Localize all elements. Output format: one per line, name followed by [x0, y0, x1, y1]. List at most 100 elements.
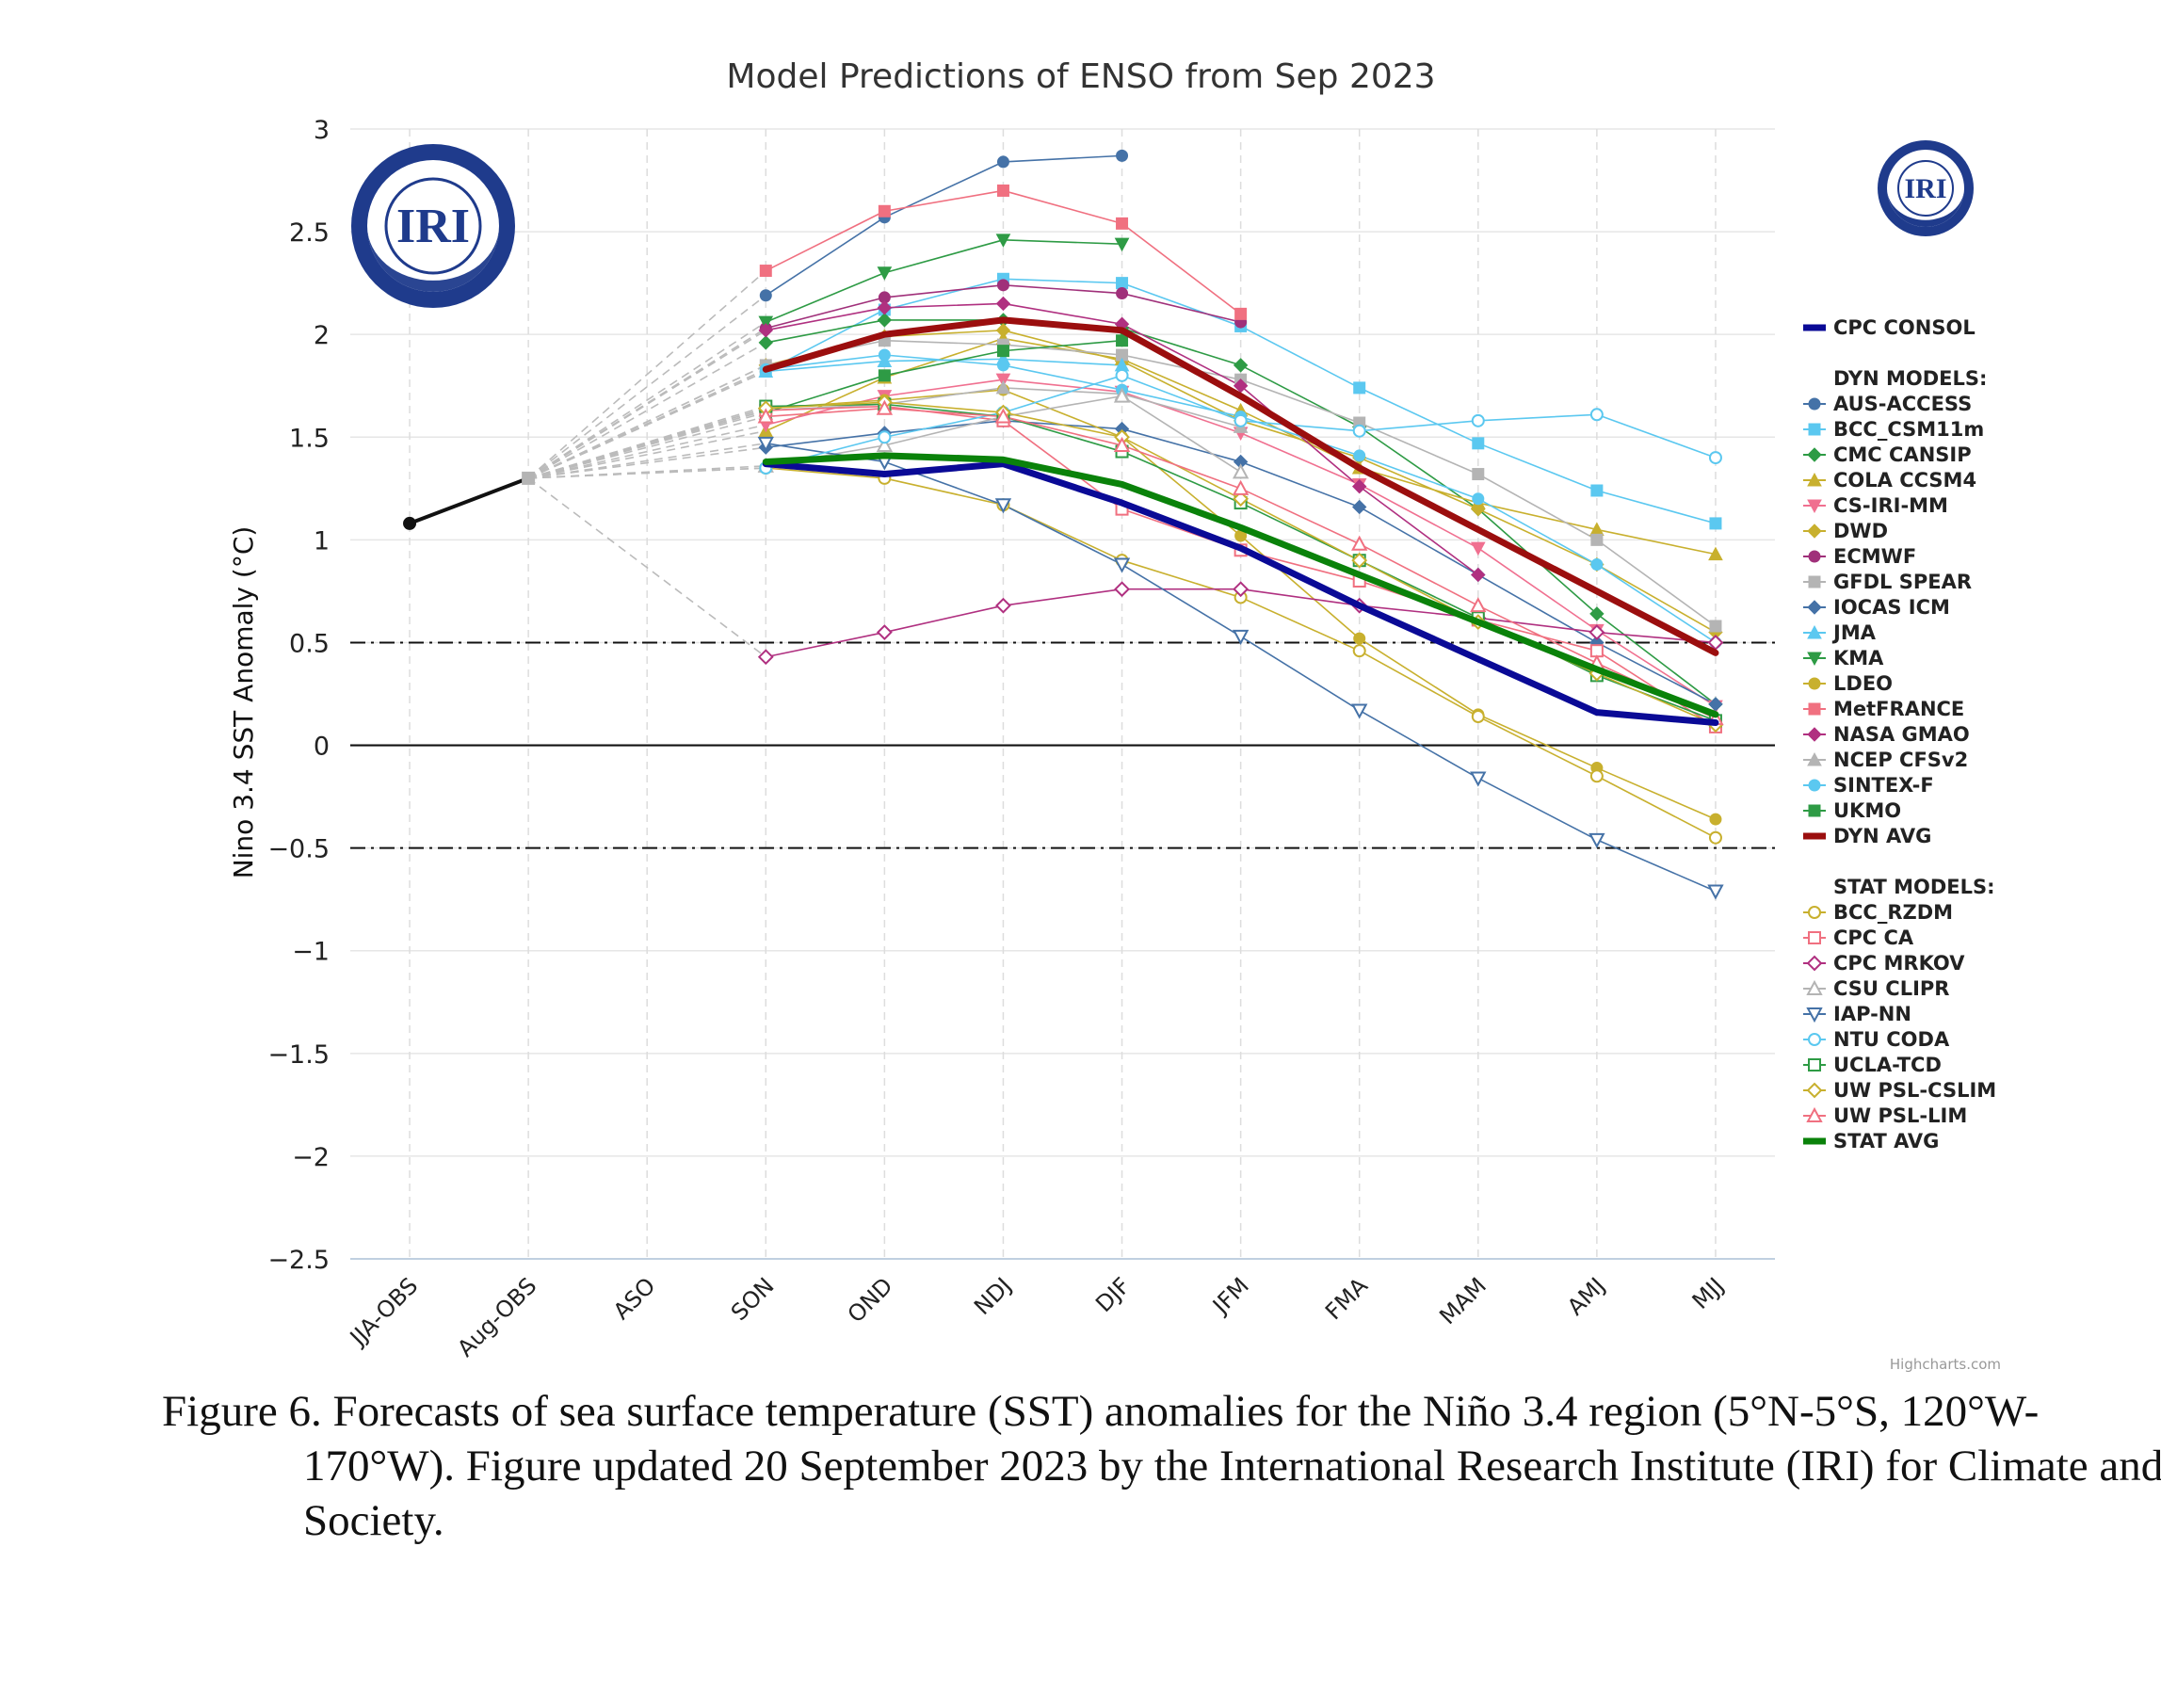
legend-item[interactable]: UKMO	[1803, 799, 1901, 822]
series-line	[762, 316, 1719, 656]
data-point	[1353, 632, 1366, 645]
y-tick-label: 2.5	[289, 218, 330, 248]
legend-marker	[1808, 677, 1821, 690]
data-point	[995, 323, 1011, 338]
legend-item[interactable]: SINTEX-F	[1803, 774, 1934, 797]
legend-item[interactable]: CPC CONSOL	[1803, 316, 1976, 339]
legend-item[interactable]: GFDL SPEAR	[1803, 571, 1972, 593]
legend-label: BCC_CSM11m	[1833, 418, 1984, 441]
data-point	[996, 345, 1009, 358]
iri-logo-small-text: IRI	[1904, 173, 1946, 204]
legend-item[interactable]: KMA	[1803, 647, 1884, 669]
data-point	[1232, 463, 1250, 479]
legend-label: IAP-NN	[1833, 1003, 1911, 1025]
legend-header: DYN MODELS:	[1833, 367, 1987, 390]
legend-label: COLA CCSM4	[1833, 469, 1976, 491]
legend-marker	[1807, 727, 1822, 742]
legend-label: CPC CA	[1833, 927, 1914, 949]
data-point	[1472, 492, 1485, 506]
data-point	[1709, 813, 1722, 826]
connector-line	[527, 410, 766, 479]
legend-label: UW PSL-LIM	[1833, 1104, 1967, 1127]
figure-caption: Figure 6. Forecasts of sea surface tempe…	[162, 1387, 2161, 1545]
legend-item[interactable]: JMA	[1803, 621, 1877, 644]
legend-marker	[1806, 1007, 1823, 1023]
legend-item[interactable]: UW PSL-CSLIM	[1803, 1079, 1996, 1102]
legend-item[interactable]: IOCAS ICM	[1803, 596, 1950, 619]
connector-line	[528, 467, 766, 479]
data-point	[1588, 624, 1605, 640]
data-point	[994, 408, 1012, 424]
credits-link[interactable]: Highcharts.com	[1889, 1356, 2001, 1373]
y-tick-label: 2	[314, 321, 330, 350]
legend-item[interactable]: COLA CCSM4	[1803, 469, 1976, 491]
legend-marker	[1806, 979, 1823, 995]
legend-item[interactable]: NTU CODA	[1803, 1028, 1950, 1051]
legend-item[interactable]: CSU CLIPR	[1803, 977, 1949, 1000]
connector-line	[527, 342, 766, 479]
y-tick-label: −2	[292, 1143, 330, 1172]
data-point	[1116, 149, 1129, 162]
series-line	[765, 358, 1123, 373]
legend-marker	[1807, 447, 1822, 462]
legend-marker	[1808, 423, 1821, 436]
data-point	[1233, 358, 1249, 373]
legend-item[interactable]: NASA GMAO	[1803, 723, 1970, 746]
data-point	[1116, 217, 1129, 230]
data-point	[757, 649, 774, 666]
legend-item[interactable]: CMC CANSIP	[1803, 443, 1972, 466]
legend-item[interactable]: DYN AVG	[1803, 825, 1931, 847]
data-point	[1471, 501, 1486, 517]
data-point	[996, 279, 1009, 292]
data-point	[759, 289, 772, 302]
legend-label: IOCAS ICM	[1833, 596, 1950, 619]
legend-label: DWD	[1833, 520, 1888, 542]
legend-label: BCC_RZDM	[1833, 901, 1953, 924]
data-point	[1590, 484, 1604, 497]
data-point	[1708, 697, 1723, 712]
legend[interactable]: CPC CONSOL DYN MODELS: AUS-ACCESS BCC_CSM11…	[1803, 316, 1996, 1152]
data-point	[1115, 368, 1129, 382]
y-tick-label: 0	[314, 733, 330, 762]
legend-label: MetFRANCE	[1833, 698, 1964, 720]
y-tick-label: −1	[292, 938, 330, 967]
legend-item[interactable]: UW PSL-LIM	[1803, 1104, 1967, 1127]
legend-item[interactable]: ECMWF	[1803, 545, 1916, 568]
connector-line	[527, 429, 766, 479]
legend-marker	[1808, 550, 1821, 563]
data-point	[876, 436, 894, 452]
legend-label: STAT AVG	[1833, 1130, 1939, 1152]
legend-item[interactable]: LDEO	[1803, 672, 1893, 695]
legend-label: CPC MRKOV	[1833, 952, 1965, 975]
legend-item[interactable]: DWD	[1803, 520, 1888, 542]
data-point	[1114, 581, 1130, 598]
series-line	[765, 339, 1123, 413]
legend-item[interactable]: NCEP CFSv2	[1803, 749, 1968, 771]
legend-item[interactable]: CPC CA	[1803, 927, 1914, 949]
legend-item[interactable]: STAT AVG	[1803, 1130, 1939, 1152]
x-tick-label: MAM	[1434, 1272, 1492, 1329]
data-point	[1116, 287, 1129, 300]
connector-line	[527, 368, 766, 479]
legend-item[interactable]: UCLA-TCD	[1803, 1054, 1942, 1076]
legend-marker	[1806, 955, 1823, 972]
legend-label: AUS-ACCESS	[1833, 393, 1972, 415]
legend-item[interactable]: CS-IRI-MM	[1803, 494, 1948, 517]
data-point	[1708, 451, 1722, 465]
legend-header: STAT MODELS:	[1833, 876, 1995, 898]
legend-item[interactable]: BCC_CSM11m	[1803, 418, 1984, 441]
connector-line	[527, 330, 766, 479]
legend-marker	[1807, 624, 1822, 639]
legend-item[interactable]: MetFRANCE	[1803, 698, 1964, 720]
data-point	[1707, 884, 1724, 900]
connector-line	[527, 411, 766, 479]
legend-item[interactable]: CPC MRKOV	[1803, 952, 1965, 975]
legend-item[interactable]: AUS-ACCESS	[1803, 393, 1972, 415]
legend-label: SINTEX-F	[1833, 774, 1934, 797]
data-point	[758, 335, 773, 350]
legend-label: KMA	[1833, 647, 1884, 669]
legend-item[interactable]: BCC_RZDM	[1803, 901, 1953, 924]
series-line	[765, 154, 1123, 297]
x-tick-label: NDJ	[969, 1272, 1017, 1320]
legend-item[interactable]: IAP-NN	[1803, 1003, 1911, 1025]
